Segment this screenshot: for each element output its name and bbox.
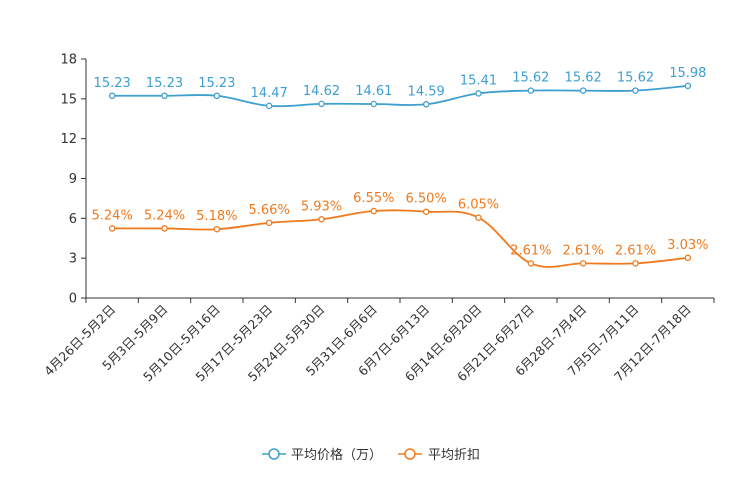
price-line: [112, 84, 688, 108]
series-discount: 5.24% 5.24% 5.18% 5.66% 5.93% 6.55% 6.50% 6.05%…: [92, 191, 708, 268]
price-point[interactable]: [527, 87, 535, 94]
price-point[interactable]: [318, 100, 325, 108]
discount-data-label: 5.93%: [301, 199, 342, 214]
discount-data-label: 3.03%: [667, 238, 708, 253]
discount-data-label: 2.61%: [510, 243, 551, 258]
legend-item-discount[interactable]: 平均折扣: [398, 448, 480, 463]
discount-point[interactable]: [422, 208, 430, 215]
y-ticks: 0 3 6 9 12 15 18: [60, 53, 86, 307]
discount-data-label: 6.55%: [353, 191, 394, 206]
discount-point[interactable]: [579, 260, 587, 267]
price-data-label: 14.62: [303, 84, 340, 99]
price-point[interactable]: [213, 92, 221, 100]
y-tick-label: 3: [69, 252, 77, 267]
discount-data-label: 5.18%: [196, 209, 237, 224]
discount-point[interactable]: [318, 216, 325, 223]
legend-price-label: 平均价格（万）: [291, 447, 382, 463]
discount-data-label: 5.66%: [249, 203, 290, 218]
y-tick-label: 6: [69, 212, 77, 227]
price-point[interactable]: [161, 92, 168, 100]
price-point[interactable]: [265, 102, 273, 110]
price-data-label: 14.61: [355, 84, 392, 99]
price-data-label: 15.62: [565, 71, 602, 86]
price-data-label: 15.41: [460, 73, 497, 88]
discount-data-label: 5.24%: [92, 208, 133, 223]
price-data-label: 15.98: [669, 66, 706, 81]
legend-discount-label: 平均折扣: [428, 448, 480, 463]
price-data-label: 15.23: [146, 76, 183, 91]
series-group: 15.23 15.23 15.23 14.47 14.62 14.61 14.59 15.41…: [92, 66, 708, 268]
discount-point[interactable]: [370, 207, 378, 215]
discount-point[interactable]: [684, 254, 692, 262]
price-point[interactable]: [475, 90, 482, 97]
discount-point[interactable]: [632, 260, 639, 267]
discount-data-label: 5.24%: [144, 208, 185, 223]
price-point[interactable]: [579, 87, 587, 94]
y-tick-label: 0: [69, 292, 77, 307]
y-tick-label: 15: [60, 92, 77, 107]
price-point[interactable]: [684, 82, 692, 90]
series-price: 15.23 15.23 15.23 14.47 14.62 14.61 14.59 15.41…: [94, 66, 706, 110]
legend[interactable]: 平均价格（万） 平均折扣: [262, 447, 480, 463]
discount-point[interactable]: [161, 225, 168, 232]
price-point[interactable]: [632, 87, 639, 94]
price-data-label: 14.47: [251, 86, 288, 101]
discount-point[interactable]: [527, 260, 535, 267]
legend-discount-marker-icon: [404, 448, 416, 460]
y-tick-label: 9: [69, 172, 77, 187]
price-point[interactable]: [370, 100, 378, 108]
discount-point[interactable]: [475, 214, 482, 221]
discount-data-label: 6.05%: [458, 198, 499, 213]
discount-data-label: 2.61%: [563, 243, 604, 258]
price-data-label: 14.59: [408, 84, 445, 99]
price-point[interactable]: [422, 101, 430, 108]
price-data-label: 15.62: [617, 71, 654, 86]
price-data-label: 15.23: [198, 76, 235, 91]
discount-line: [112, 209, 688, 268]
discount-data-label: 6.50%: [406, 192, 447, 207]
legend-price-marker-icon: [268, 448, 280, 460]
legend-item-price[interactable]: 平均价格（万）: [262, 447, 382, 463]
discount-point[interactable]: [265, 219, 273, 227]
price-point[interactable]: [108, 92, 116, 100]
price-data-label: 15.62: [512, 71, 549, 86]
discount-point[interactable]: [108, 225, 116, 232]
price-data-label: 15.23: [94, 76, 131, 91]
discount-point[interactable]: [213, 225, 221, 233]
x-ticks: 4月26日-5月2日5月3日-5月9日5月10日-5月16日5月17日-5月23…: [41, 298, 715, 384]
y-tick-label: 12: [60, 132, 77, 147]
discount-data-label: 2.61%: [615, 243, 656, 258]
y-tick-label: 18: [60, 53, 77, 68]
